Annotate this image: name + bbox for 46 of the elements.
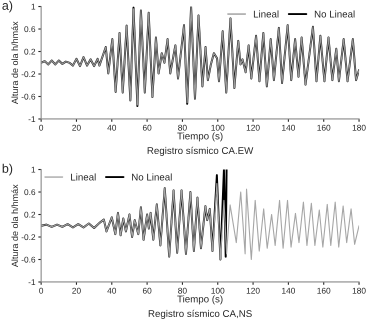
x-tick-label: 60 xyxy=(142,288,152,294)
y-tick-label: 0.6 xyxy=(24,189,36,196)
x-tick-label: 180 xyxy=(352,288,366,294)
line-series xyxy=(41,183,360,260)
legend-label: Lineal xyxy=(71,173,96,181)
text: Registro sísmico CA.EW xyxy=(148,146,254,156)
y-axis-title: Altura de ola h/hmáx xyxy=(11,184,18,268)
x-tick-label: 0 xyxy=(39,288,44,294)
line-series xyxy=(41,170,228,260)
y-tick-label: -0.6 xyxy=(22,256,36,263)
x-tick-label: 140 xyxy=(282,124,296,131)
y-tick-label: -1 xyxy=(28,279,36,286)
x-tick-label: 80 xyxy=(178,124,187,131)
x-tick-label: 80 xyxy=(178,288,187,294)
x-tick-label: 100 xyxy=(211,288,224,294)
y-tick-label: 0.2 xyxy=(24,212,36,218)
x-tick-label: 20 xyxy=(72,288,81,294)
x-axis-title: Tiempo (s) xyxy=(177,132,223,142)
chart-title: b) xyxy=(2,164,12,176)
y-tick-label: 1 xyxy=(32,4,36,10)
text: Registro sísmico CA,NS xyxy=(148,310,252,319)
x-tick-label: 160 xyxy=(317,124,330,131)
chart-title: a) xyxy=(2,0,12,12)
y-tick-label: -0.6 xyxy=(22,94,36,100)
x-tick-label: 120 xyxy=(246,288,260,294)
x-tick-label: 40 xyxy=(107,288,116,294)
x-tick-label: 0 xyxy=(39,124,44,131)
x-tick-label: 40 xyxy=(107,124,116,131)
y-tick-label: 0.2 xyxy=(24,48,36,55)
y-tick-label: -0.2 xyxy=(22,71,36,78)
y-tick-label: 1 xyxy=(32,166,36,173)
x-tick-label: 60 xyxy=(142,124,152,131)
legend-label: No Lineal xyxy=(132,173,172,181)
x-tick-label: 160 xyxy=(317,288,330,294)
y-tick-label: 0.6 xyxy=(24,26,36,32)
x-tick-label: 120 xyxy=(246,124,260,131)
x-axis-title: Tiempo (s) xyxy=(177,295,223,304)
y-axis-title: Altura de ola h/hmáx xyxy=(11,21,18,104)
x-tick-label: 100 xyxy=(211,124,224,131)
x-tick-label: 20 xyxy=(72,124,81,131)
y-tick-label: -0.2 xyxy=(22,234,36,240)
legend-label: Lineal xyxy=(254,10,278,18)
x-tick-label: 180 xyxy=(352,124,366,131)
legend-label: No Lineal xyxy=(314,10,355,18)
y-tick-label: -1 xyxy=(28,116,36,122)
x-tick-label: 140 xyxy=(282,288,296,294)
